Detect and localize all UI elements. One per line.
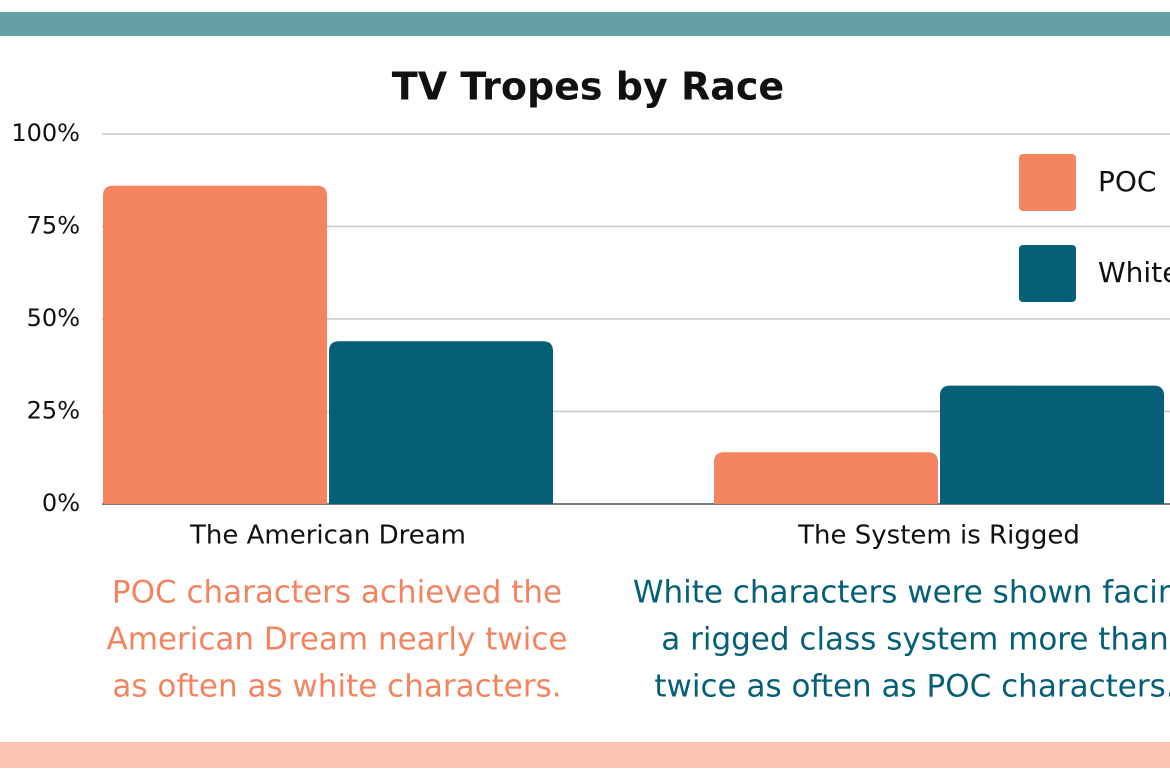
x-tick-label: The System is Rigged <box>797 521 1080 551</box>
annotation: a rigged class system more than <box>661 622 1169 658</box>
legend-label: White <box>1098 256 1170 289</box>
annotation: POC characters achieved the <box>112 575 562 611</box>
top-band <box>0 12 1170 36</box>
y-tick-label: 50% <box>27 304 80 332</box>
legend-swatch <box>1019 245 1076 302</box>
legend-swatch <box>1019 154 1076 211</box>
y-tick-label: 75% <box>27 212 80 240</box>
bar <box>103 185 327 505</box>
bar <box>940 385 1164 504</box>
y-tick-label: 100% <box>11 119 80 147</box>
bar <box>329 341 553 504</box>
chart-title: TV Tropes by Race <box>392 65 784 109</box>
annotation: as often as white characters. <box>112 669 561 705</box>
bottom-band <box>0 742 1170 768</box>
annotation: White characters were shown facing <box>633 575 1170 611</box>
annotation: twice as often as POC characters. <box>654 669 1170 705</box>
bar <box>714 452 938 504</box>
x-tick-label: The American Dream <box>189 521 466 551</box>
y-tick-label: 0% <box>42 489 80 517</box>
annotation: American Dream nearly twice <box>107 622 568 658</box>
y-tick-label: 25% <box>27 397 80 425</box>
legend-label: POC <box>1098 165 1156 198</box>
